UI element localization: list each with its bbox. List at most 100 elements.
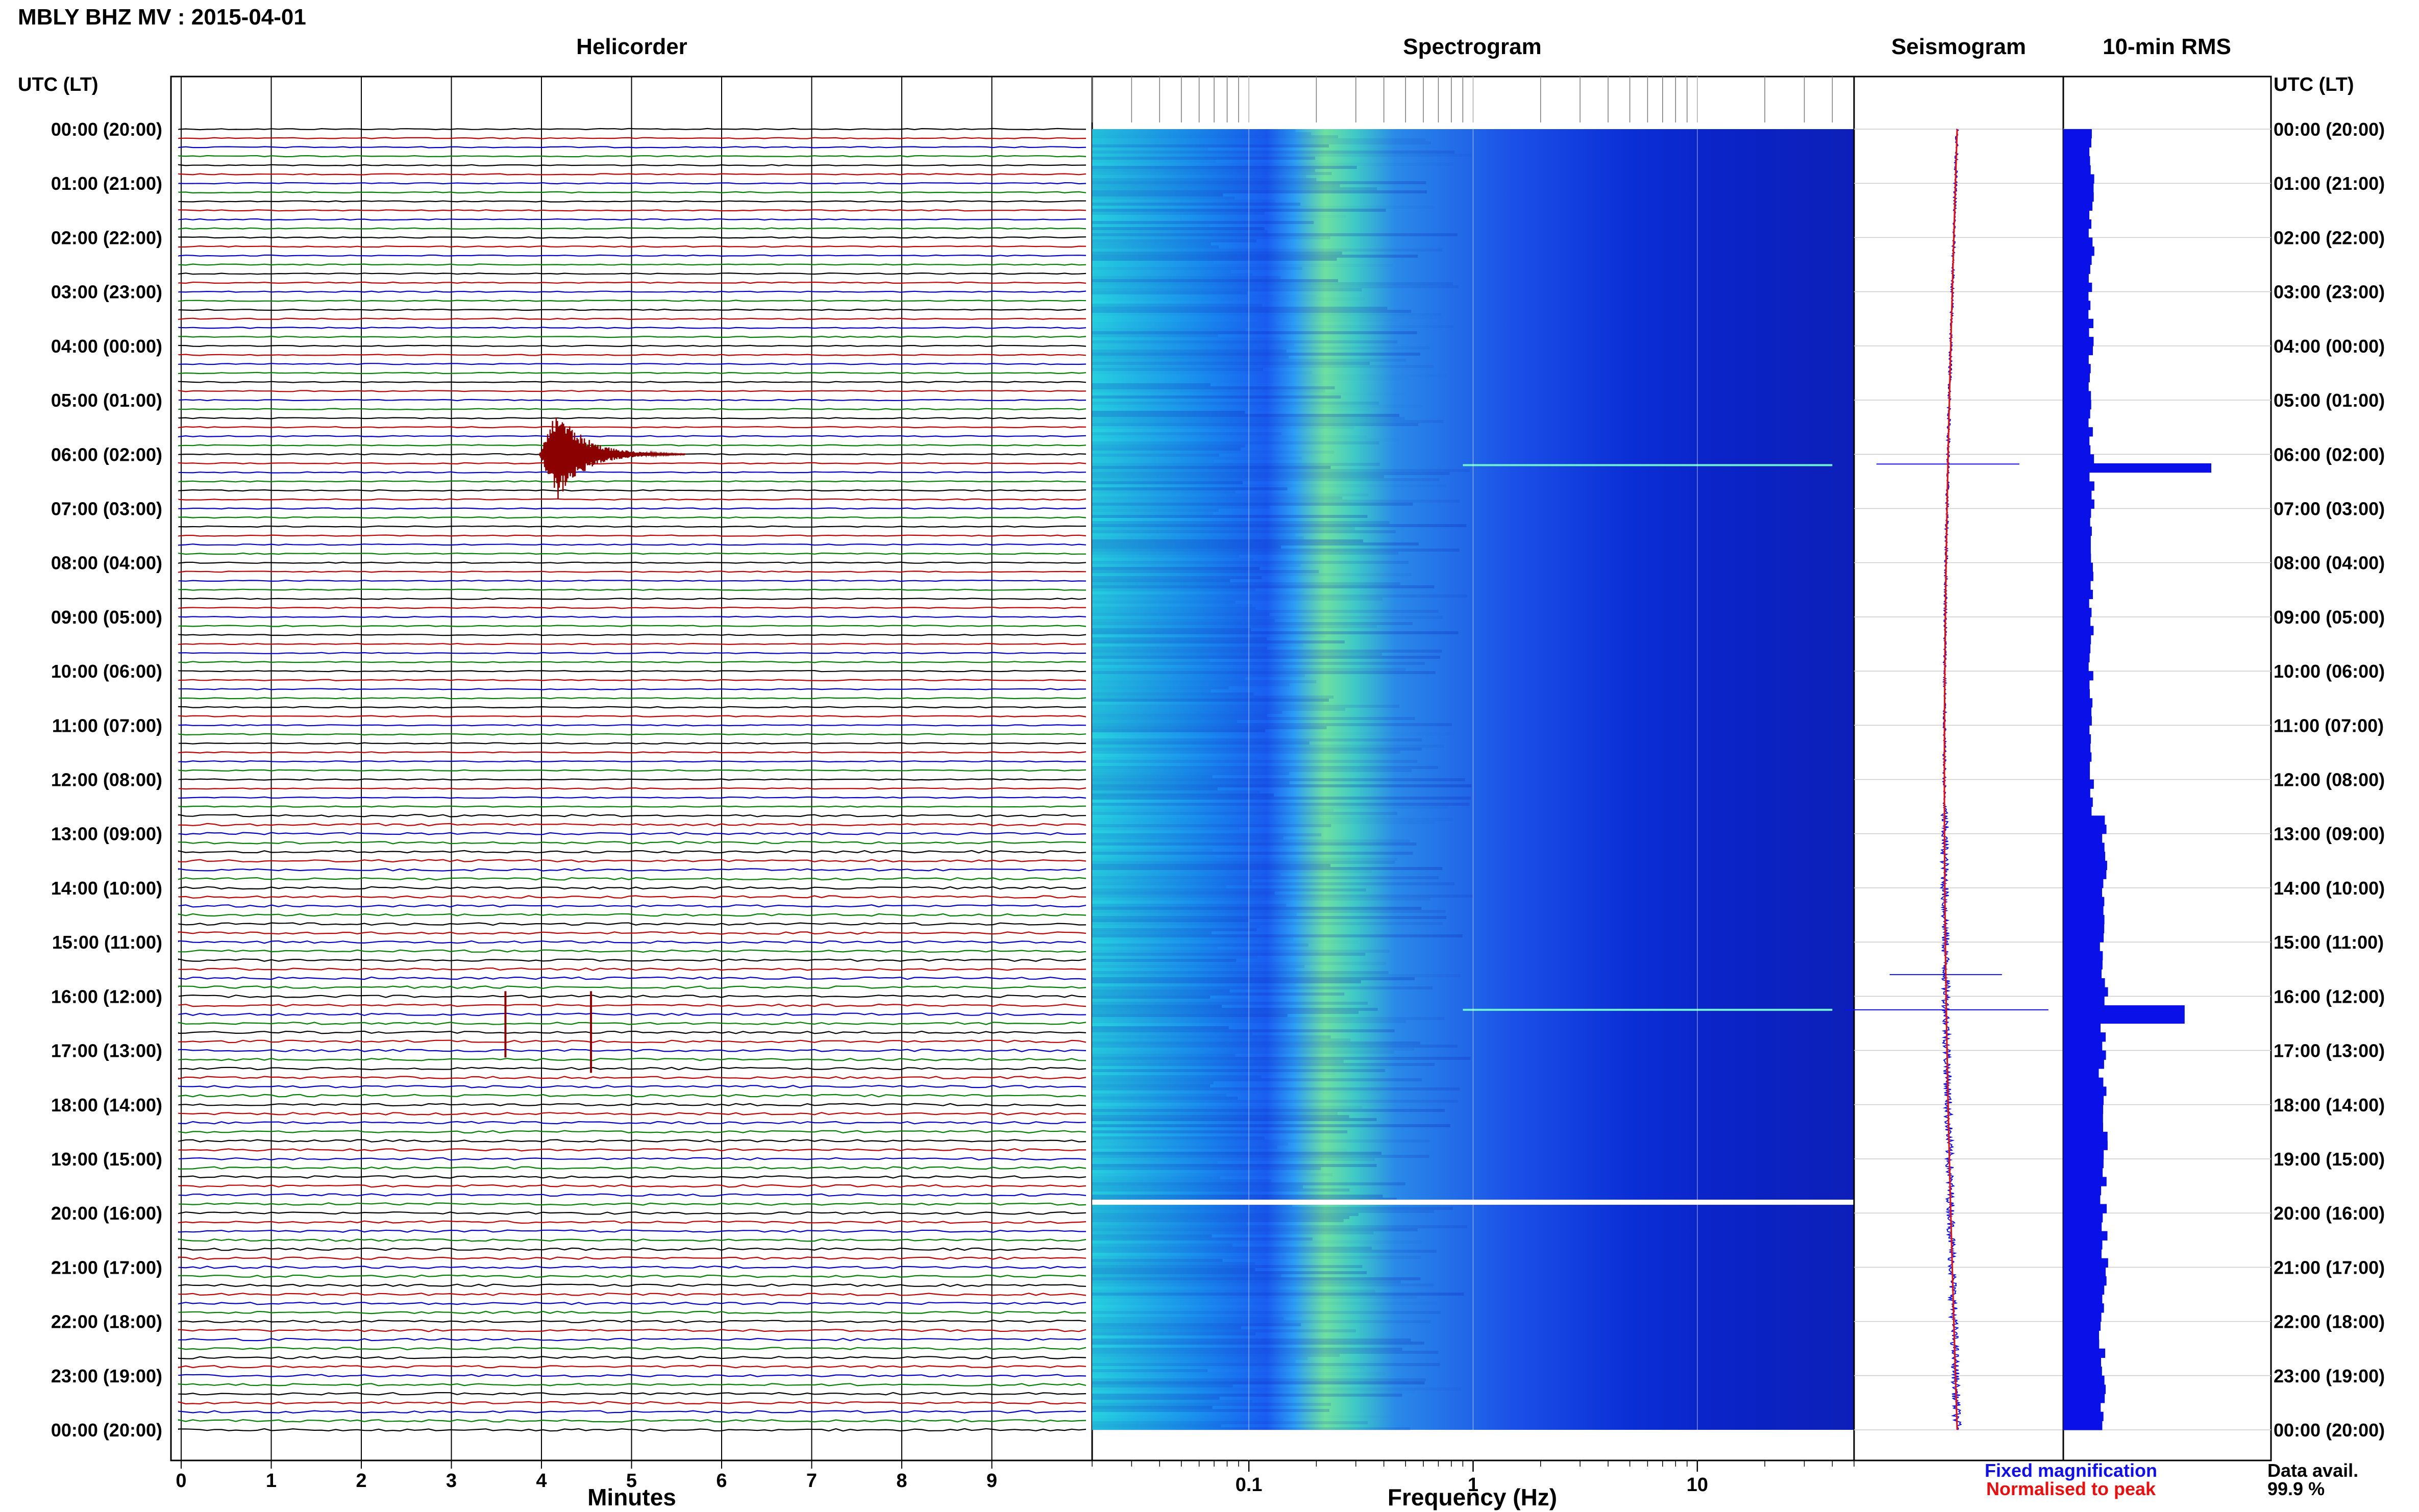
helicorder-trace	[178, 1003, 1087, 1007]
spectrogram-row	[1092, 206, 1435, 209]
spectrogram-row	[1092, 175, 1306, 178]
spectrogram-row	[1092, 1277, 1421, 1280]
spectrogram-row	[1092, 331, 1417, 334]
spectrogram-row	[1092, 1045, 1458, 1048]
spectrogram-row	[1092, 567, 1260, 570]
helicorder-trace	[178, 606, 1086, 609]
rms-bar	[2063, 951, 2103, 961]
spectrogram-row	[1092, 757, 1257, 760]
helicorder-xtick-label: 5	[626, 1470, 637, 1492]
spectrogram-row	[1092, 726, 1327, 729]
spectrogram-row	[1092, 827, 1240, 830]
spectrogram-row	[1092, 1219, 1344, 1222]
spectrogram-row	[1092, 674, 1305, 677]
spectrogram-row	[1092, 558, 1253, 561]
spectrogram-row	[1092, 680, 1317, 683]
spectrogram-row	[1092, 1109, 1445, 1112]
spectrogram-row	[1092, 414, 1400, 417]
spectrogram-row	[1092, 362, 1370, 365]
helicorder-trace	[178, 1419, 1087, 1423]
time-tick-label-left: 07:00 (03:00)	[51, 498, 162, 519]
spectrogram-row	[1092, 325, 1454, 328]
spectrogram-row	[1092, 852, 1413, 855]
spectrogram-row	[1092, 1372, 1386, 1375]
spectrogram-row	[1092, 864, 1331, 867]
rms-bar	[2063, 463, 2211, 473]
spectrogram-row	[1092, 634, 1326, 637]
rms-bar	[2063, 337, 2094, 346]
spectrogram-row	[1092, 555, 1240, 558]
rms-bar	[2063, 1123, 2103, 1132]
spectrogram-row	[1092, 487, 1288, 490]
rms-bar	[2063, 156, 2090, 166]
spectrogram-row	[1092, 861, 1395, 864]
helicorder-trace	[178, 507, 1087, 510]
rms-bar	[2063, 508, 2091, 518]
rms-bar	[2063, 635, 2091, 645]
spectrogram-row	[1092, 389, 1325, 392]
spectrogram-row	[1092, 1369, 1208, 1372]
spectrogram-row	[1092, 1253, 1265, 1256]
helicorder-trace	[178, 1039, 1087, 1044]
spectrogram-row	[1092, 304, 1262, 307]
spectrogram-row	[1092, 720, 1237, 723]
rms-bar	[2063, 436, 2090, 446]
spectrogram-row	[1092, 549, 1460, 552]
spectrogram-row	[1092, 1097, 1238, 1100]
rms-bar	[2063, 1059, 2104, 1069]
helicorder-trace	[178, 1229, 1086, 1233]
spectrogram-row	[1092, 1158, 1375, 1161]
spectrogram-row	[1092, 356, 1289, 359]
spectrogram-row	[1092, 953, 1366, 956]
rms-bar	[2063, 572, 2093, 581]
helicorder-trace	[178, 895, 1087, 899]
spectrogram-row	[1092, 999, 1250, 1002]
helicorder-trace	[178, 263, 1087, 266]
spectrogram-row	[1092, 475, 1385, 478]
spectrogram-row	[1092, 1286, 1280, 1290]
time-tick-label-left: 18:00 (14:00)	[51, 1095, 162, 1116]
spectrogram-row	[1092, 1017, 1445, 1020]
helicorder-trace	[178, 940, 1087, 944]
spectrogram-row	[1092, 294, 1317, 298]
rms-bar	[2063, 1384, 2106, 1394]
helicorder-trace	[178, 778, 1087, 781]
spectrogram-row	[1092, 1222, 1247, 1225]
helicorder-trace	[178, 137, 1087, 139]
spectrogram-row	[1092, 273, 1253, 276]
helicorder-trace	[178, 408, 1087, 410]
spectrogram-row	[1092, 989, 1230, 993]
spectrogram-row	[1092, 484, 1446, 487]
helicorder-trace	[178, 344, 1087, 348]
helicorder-xtick-label: 9	[986, 1470, 997, 1492]
spectrogram-row	[1092, 343, 1295, 346]
spectrogram-row	[1092, 904, 1287, 907]
rms-bar	[2063, 427, 2093, 437]
rms-bar	[2063, 255, 2092, 265]
helicorder-trace	[178, 1076, 1087, 1080]
rms-bar	[2063, 797, 2093, 807]
rms-bar	[2063, 1168, 2103, 1177]
data-avail-label: Data avail.	[2267, 1460, 2358, 1481]
rms-bar	[2063, 662, 2089, 672]
spectrogram-row	[1092, 1066, 1401, 1069]
helicorder-xtick-label: 2	[356, 1470, 366, 1492]
helicorder-trace	[178, 471, 1087, 474]
spectrogram-row	[1092, 1228, 1418, 1231]
spectrogram-row	[1092, 1366, 1364, 1369]
time-tick-label-right: 04:00 (00:00)	[2274, 336, 2385, 357]
rms-bar	[2063, 553, 2091, 563]
spectrogram-row	[1092, 432, 1282, 435]
spectrogram-row	[1092, 426, 1354, 429]
spectrogram-row	[1092, 683, 1290, 686]
rms-bar	[2063, 418, 2089, 428]
spectrogram-row	[1092, 129, 1296, 132]
rms-bar	[2063, 291, 2089, 301]
spectrogram-row	[1092, 879, 1252, 882]
legend-fixed-magnification: Fixed magnification	[1985, 1460, 2157, 1481]
spectrogram-row	[1092, 530, 1396, 533]
rms-bar	[2063, 246, 2094, 256]
spectrogram-row	[1092, 193, 1223, 196]
spectrogram-row	[1092, 986, 1433, 989]
spectrogram-row	[1092, 533, 1295, 536]
